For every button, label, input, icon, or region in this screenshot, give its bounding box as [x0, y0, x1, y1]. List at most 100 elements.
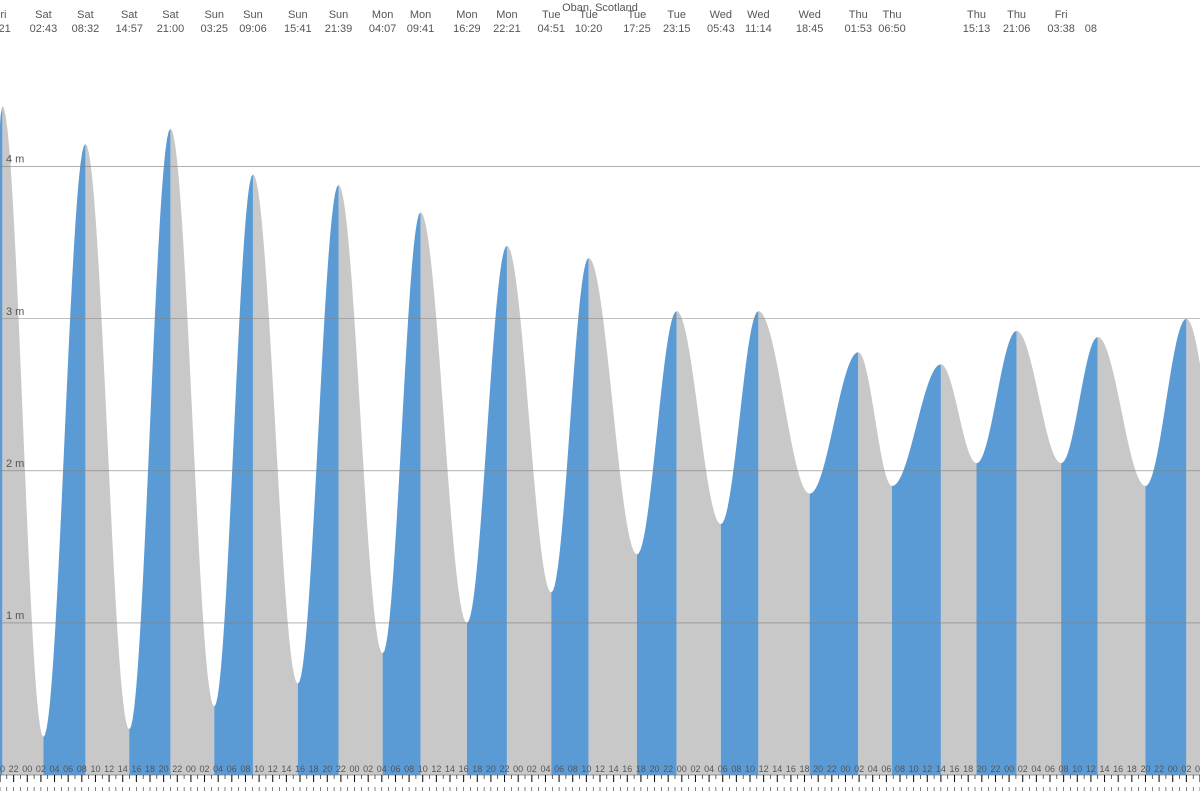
x-hour-label: 10 [581, 764, 591, 774]
top-day-label: Fri [1055, 9, 1068, 21]
tide-falling-segment [677, 311, 721, 775]
x-hour-label: 22 [827, 764, 837, 774]
top-time-label: 10:20 [575, 23, 603, 35]
top-time-label: 11:14 [745, 23, 772, 35]
tide-rising-segment [43, 144, 85, 775]
x-hour-label: 06 [881, 764, 891, 774]
y-axis-label: 4 m [6, 154, 24, 166]
x-hour-label: 18 [309, 764, 319, 774]
x-hour-label: 14 [445, 764, 455, 774]
x-hour-label: 18 [145, 764, 155, 774]
top-time-label: 17:25 [623, 23, 651, 35]
x-hour-label: 06 [390, 764, 400, 774]
tide-rising-segment [0, 106, 2, 775]
y-axis-label: 3 m [6, 306, 24, 318]
x-hour-label: 06 [554, 764, 564, 774]
top-day-label: Sun [329, 9, 349, 21]
x-hour-label: 08 [404, 764, 414, 774]
x-hour-label: 10 [418, 764, 428, 774]
top-day-label: Fri [0, 9, 6, 21]
x-hour-label: 16 [459, 764, 469, 774]
x-hour-label: 04 [50, 764, 60, 774]
tide-rising-segment [383, 212, 421, 775]
tide-rising-segment [977, 331, 1017, 775]
x-hour-label: 22 [663, 764, 673, 774]
x-hour-label: 00 [513, 764, 523, 774]
x-hour-label: 20 [159, 764, 169, 774]
tide-rising-segment [467, 246, 507, 775]
x-hour-label: 14 [118, 764, 128, 774]
x-hour-label: 00 [1168, 764, 1178, 774]
x-hour-label: 22 [172, 764, 182, 774]
top-day-label: Sat [121, 9, 138, 21]
tide-falling-segment [1098, 337, 1146, 775]
y-axis-label: 1 m [6, 610, 24, 622]
tide-rising-segment [637, 311, 677, 775]
top-time-label: 05:43 [707, 23, 735, 35]
top-day-label: Sat [35, 9, 52, 21]
top-day-label: Tue [542, 9, 561, 21]
tide-falling-segment [507, 246, 551, 775]
x-hour-label: 16 [295, 764, 305, 774]
top-day-label: Mon [456, 9, 477, 21]
top-time-label: 21:39 [325, 23, 353, 35]
x-hour-label: 04 [213, 764, 223, 774]
x-hour-label: 18 [636, 764, 646, 774]
x-hour-label: 08 [568, 764, 578, 774]
top-time-label: 0:21 [0, 23, 11, 35]
tide-falling-segment [858, 352, 892, 775]
top-day-label: Tue [667, 9, 686, 21]
x-hour-label: 06 [718, 764, 728, 774]
x-hour-label: 12 [759, 764, 769, 774]
x-hour-label: 14 [1100, 764, 1110, 774]
x-hour-label: 02 [200, 764, 210, 774]
tide-falling-segment [2, 106, 43, 775]
tide-falling-segment [170, 129, 214, 775]
x-hour-label: 14 [772, 764, 782, 774]
top-day-label: Wed [747, 9, 769, 21]
top-time-label: 08:32 [72, 23, 100, 35]
top-day-label: Thu [1007, 9, 1026, 21]
x-hour-label: 10 [1072, 764, 1082, 774]
top-time-label: 15:13 [963, 23, 991, 35]
x-hour-label: 00 [186, 764, 196, 774]
x-hour-label: 10 [745, 764, 755, 774]
x-hour-label: 22 [336, 764, 346, 774]
top-time-label: 09:41 [407, 23, 435, 35]
x-hour-label: 02 [363, 764, 373, 774]
x-hour-label: 04 [1031, 764, 1041, 774]
x-hour-label: 10 [254, 764, 264, 774]
x-hour-label: 04 [1195, 764, 1200, 774]
x-hour-label: 02 [1018, 764, 1028, 774]
x-hour-label: 20 [650, 764, 660, 774]
x-hour-label: 14 [281, 764, 291, 774]
top-time-label: 22:21 [493, 23, 521, 35]
x-hour-label: 20 [813, 764, 823, 774]
x-hour-label: 04 [868, 764, 878, 774]
x-hour-label: 12 [104, 764, 114, 774]
top-day-label: Tue [628, 9, 647, 21]
x-hour-label: 08 [895, 764, 905, 774]
x-hour-label: 16 [131, 764, 141, 774]
tide-rising-segment [214, 174, 253, 775]
top-time-label: 06:50 [878, 23, 906, 35]
tide-falling-segment [941, 364, 977, 775]
tide-falling-segment [1186, 319, 1200, 775]
x-hour-label: 18 [800, 764, 810, 774]
x-hour-label: 10 [90, 764, 100, 774]
top-day-label: Tue [579, 9, 598, 21]
x-hour-label: 00 [22, 764, 32, 774]
x-hour-label: 00 [350, 764, 360, 774]
x-hour-label: 12 [595, 764, 605, 774]
top-day-label: Sat [77, 9, 94, 21]
x-hour-label: 08 [240, 764, 250, 774]
x-hour-label: 22 [990, 764, 1000, 774]
top-day-label: Thu [883, 9, 902, 21]
x-hour-label: 06 [63, 764, 73, 774]
x-hour-label: 20 [0, 764, 5, 774]
x-hour-label: 12 [268, 764, 278, 774]
x-hour-label: 02 [854, 764, 864, 774]
top-time-label: 15:41 [284, 23, 312, 35]
x-hour-label: 20 [486, 764, 496, 774]
top-time-label: 18:45 [796, 23, 824, 35]
